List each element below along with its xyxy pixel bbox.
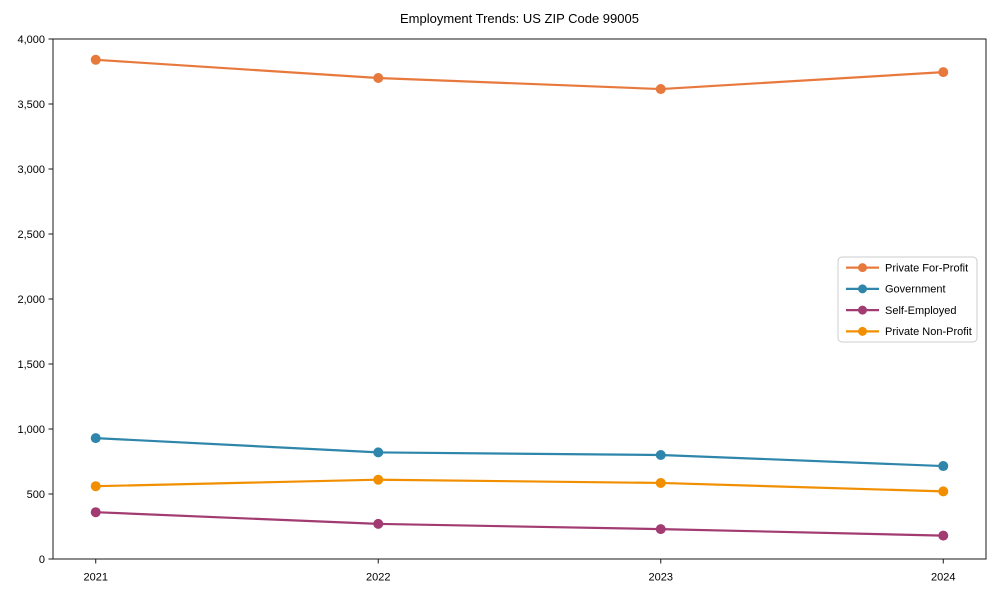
data-point-marker xyxy=(90,481,101,492)
chart-title: Employment Trends: US ZIP Code 99005 xyxy=(400,11,639,26)
data-point-marker xyxy=(90,507,101,518)
data-point-marker xyxy=(373,447,384,458)
x-tick-label: 2023 xyxy=(649,571,673,583)
legend-marker xyxy=(858,263,867,273)
data-point-marker xyxy=(655,524,666,535)
data-point-marker xyxy=(938,461,949,472)
legend-marker xyxy=(858,326,867,336)
y-tick-label: 3,500 xyxy=(17,99,45,111)
data-point-marker xyxy=(938,67,949,78)
x-tick-label: 2022 xyxy=(366,571,390,583)
data-point-marker xyxy=(938,486,949,497)
x-tick-label: 2021 xyxy=(83,571,107,583)
data-point-marker xyxy=(90,433,101,444)
data-point-marker xyxy=(373,518,384,529)
data-point-marker xyxy=(90,54,101,65)
legend-marker xyxy=(858,284,867,294)
y-tick-label: 1,000 xyxy=(17,424,45,436)
y-tick-label: 3,000 xyxy=(17,164,45,176)
data-point-marker xyxy=(373,73,384,83)
y-tick-label: 500 xyxy=(27,489,45,501)
legend-marker xyxy=(858,305,867,315)
data-point-marker xyxy=(655,450,666,460)
data-point-marker xyxy=(655,477,666,488)
series-private-non-profit xyxy=(90,474,949,497)
legend-label: Private For-Profit xyxy=(885,262,968,274)
series-line xyxy=(94,478,945,493)
x-tick-label: 2024 xyxy=(931,571,955,583)
series-government xyxy=(90,433,949,472)
plot-area: 0 500 1,000 1,500 2,000 2,500 3,000 3,500 4,000 2… xyxy=(17,34,987,583)
legend-label: Government xyxy=(885,284,946,296)
series-line xyxy=(94,511,945,537)
data-point-marker xyxy=(373,474,384,485)
legend-box xyxy=(837,256,978,343)
y-tick-label: 0 xyxy=(39,554,45,566)
y-tick-label: 2,500 xyxy=(17,229,45,241)
data-point-marker xyxy=(655,84,666,95)
legend-label: Self-Employed xyxy=(885,305,957,317)
y-tick-label: 4,000 xyxy=(17,34,45,46)
series-line xyxy=(94,58,945,91)
series-private-for-profit xyxy=(90,54,949,95)
series-self-employed xyxy=(90,507,949,541)
y-tick-label: 2,000 xyxy=(17,294,45,306)
legend: Private For-Profit Government Self-Employe… xyxy=(837,256,978,343)
series-line xyxy=(94,437,945,468)
data-point-marker xyxy=(938,530,949,541)
y-tick-label: 1,500 xyxy=(17,359,45,371)
legend-label: Private Non-Profit xyxy=(885,326,972,338)
